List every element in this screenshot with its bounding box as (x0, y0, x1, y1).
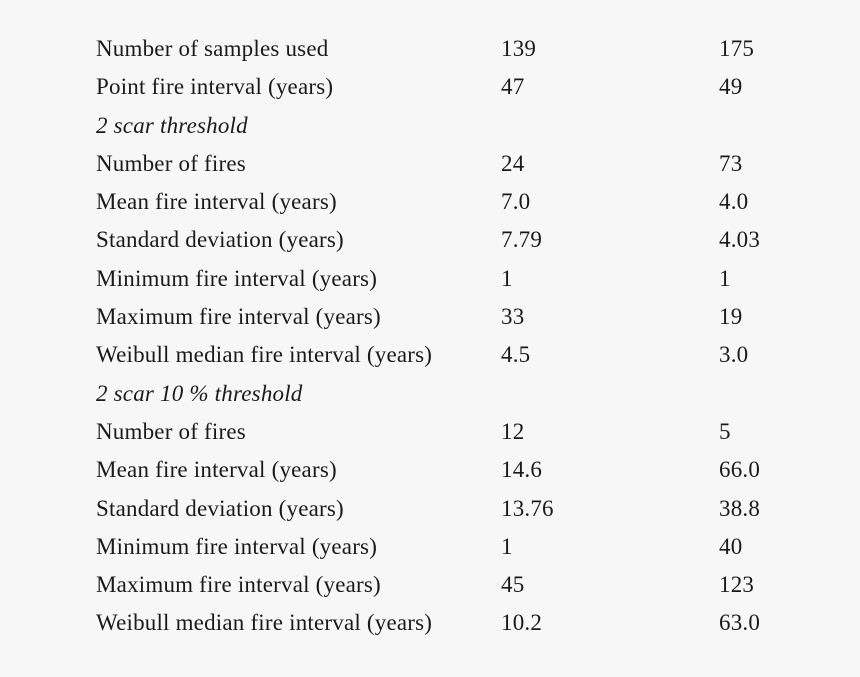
value-column-1: 47 (501, 74, 525, 100)
section-header: 2 scar 10 % threshold (96, 380, 303, 406)
value-column-2: 49 (719, 74, 743, 100)
table-row: Number of fires 12 5 (96, 413, 839, 451)
value-column-1: 14.6 (501, 457, 543, 483)
value-column-2: 5 (719, 418, 731, 444)
value-column-2: 4.03 (719, 227, 761, 253)
value-column-2: 40 (719, 533, 743, 559)
value-column-1: 45 (501, 572, 525, 598)
table-row: Mean fire interval (years) 7.0 4.0 (96, 183, 839, 221)
row-label: Standard deviation (years) (96, 227, 344, 253)
value-column-1: 33 (501, 304, 525, 330)
row-label: Weibull median fire interval (years) (96, 610, 433, 636)
row-label: Number of fires (96, 150, 246, 176)
table-row: Minimum fire interval (years) 1 1 (96, 260, 839, 298)
value-column-1: 12 (501, 418, 525, 444)
table-row: Number of samples used 139 175 (96, 30, 839, 68)
table-row: Maximum fire interval (years) 45 123 (96, 566, 839, 604)
value-column-2: 63.0 (719, 610, 761, 636)
row-label: Weibull median fire interval (years) (96, 342, 433, 368)
value-column-1: 7.0 (501, 189, 531, 215)
value-column-2: 19 (719, 304, 743, 330)
value-column-2: 1 (719, 265, 731, 291)
table-row: Point fire interval (years) 47 49 (96, 68, 839, 106)
row-label: Maximum fire interval (years) (96, 572, 381, 598)
row-label: Minimum fire interval (years) (96, 533, 378, 559)
row-label: Number of fires (96, 418, 246, 444)
table-row: Weibull median fire interval (years) 4.5… (96, 336, 839, 374)
value-column-2: 66.0 (719, 457, 761, 483)
table-row: Mean fire interval (years) 14.6 66.0 (96, 451, 839, 489)
fire-interval-table: Number of samples used 139 175 Point fir… (96, 30, 839, 643)
value-column-1: 1 (501, 533, 513, 559)
table-row: Standard deviation (years) 13.76 38.8 (96, 490, 839, 528)
value-column-1: 1 (501, 265, 513, 291)
section-header-row: 2 scar threshold (96, 107, 839, 145)
row-label: Point fire interval (years) (96, 74, 334, 100)
section-header-row: 2 scar 10 % threshold (96, 375, 839, 413)
table-row: Standard deviation (years) 7.79 4.03 (96, 221, 839, 259)
table-row: Maximum fire interval (years) 33 19 (96, 298, 839, 336)
table-row: Weibull median fire interval (years) 10.… (96, 604, 839, 642)
value-column-2: 175 (719, 36, 755, 61)
row-label: Mean fire interval (years) (96, 457, 337, 483)
section-header: 2 scar threshold (96, 112, 248, 138)
value-column-1: 10.2 (501, 610, 543, 636)
value-column-1: 24 (501, 150, 525, 176)
table-row: Number of fires 24 73 (96, 145, 839, 183)
value-column-1: 7.79 (501, 227, 543, 253)
value-column-2: 3.0 (719, 342, 749, 368)
row-label: Maximum fire interval (years) (96, 304, 381, 330)
row-label: Number of samples used (96, 36, 329, 61)
value-column-1: 139 (501, 36, 537, 61)
value-column-2: 38.8 (719, 495, 761, 521)
value-column-2: 123 (719, 572, 755, 598)
value-column-2: 4.0 (719, 189, 749, 215)
value-column-1: 4.5 (501, 342, 531, 368)
value-column-1: 13.76 (501, 495, 554, 521)
row-label: Standard deviation (years) (96, 495, 344, 521)
table-row: Minimum fire interval (years) 1 40 (96, 528, 839, 566)
row-label: Minimum fire interval (years) (96, 265, 378, 291)
value-column-2: 73 (719, 150, 743, 176)
row-label: Mean fire interval (years) (96, 189, 337, 215)
